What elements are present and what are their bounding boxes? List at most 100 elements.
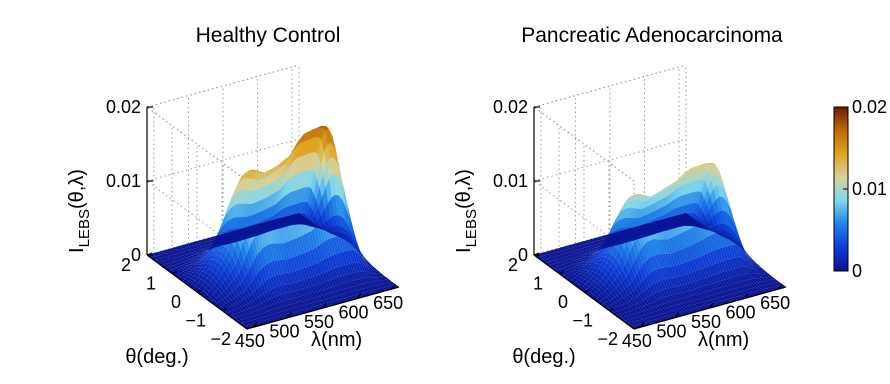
surface-patch (300, 288, 307, 296)
surface-patch (650, 294, 657, 302)
surface-patch (701, 225, 708, 229)
surface-patch (185, 268, 192, 272)
surface-patch (738, 281, 745, 287)
surface-patch (336, 253, 343, 267)
surface-patch (631, 199, 638, 209)
surface-patch (607, 233, 614, 238)
surface-patch (763, 273, 770, 278)
surface-patch (661, 228, 668, 231)
surface-patch (739, 266, 746, 275)
surface-patch (241, 231, 248, 235)
surface-patch (649, 284, 656, 295)
surface-patch (680, 248, 687, 263)
surface-patch (656, 229, 663, 232)
surface-patch (625, 257, 632, 273)
surface-patch (723, 295, 730, 300)
surface-patch (633, 317, 640, 321)
surface-patch (297, 301, 304, 307)
surface-patch (167, 259, 174, 263)
surface-patch (169, 248, 176, 252)
surface-patch (633, 288, 640, 297)
surface-patch (630, 237, 637, 239)
surface-patch (246, 317, 253, 321)
surface-patch (718, 231, 725, 248)
surface-patch (184, 273, 191, 277)
surface-patch (176, 266, 183, 270)
surface-patch (383, 279, 390, 283)
surface-patch (645, 223, 652, 227)
surface-patch (352, 233, 359, 249)
surface-patch (278, 301, 285, 307)
surface-patch (178, 273, 185, 277)
surface-patch (251, 190, 258, 205)
surface-patch (164, 267, 171, 271)
surface-patch (691, 221, 698, 225)
surface-patch (594, 263, 601, 269)
surface-patch (694, 258, 701, 271)
surface-patch (732, 276, 739, 283)
surface-patch (700, 302, 707, 306)
surface-patch (310, 137, 317, 153)
surface-patch (656, 299, 663, 305)
surface-patch (229, 314, 236, 319)
surface-patch (705, 300, 712, 305)
surface-patch (625, 307, 632, 312)
surface-patch (614, 219, 621, 231)
surface-patch (244, 309, 251, 314)
surface-patch (346, 235, 353, 246)
surface-patch (168, 262, 175, 266)
surface-patch (288, 146, 295, 160)
surface-patch (638, 248, 645, 265)
surface-patch (719, 300, 726, 305)
surface-patch (672, 227, 679, 228)
surface-patch (590, 254, 597, 260)
surface-patch (262, 196, 269, 211)
surface-patch (647, 234, 654, 236)
surface-patch (228, 311, 235, 315)
surface-patch (673, 215, 680, 219)
surface-patch (662, 253, 669, 268)
surface-patch (660, 226, 667, 229)
surface-patch (212, 246, 219, 248)
surface-patch (317, 283, 324, 291)
surface-patch (371, 266, 378, 271)
surface-patch (179, 259, 186, 262)
surface-patch (647, 211, 654, 223)
surface-patch (772, 286, 779, 290)
surface-patch (698, 240, 705, 256)
surface-patch (189, 283, 196, 290)
surface-patch (758, 273, 765, 278)
surface-patch (294, 282, 301, 291)
surface-patch (267, 314, 274, 319)
surface-patch (592, 238, 599, 242)
surface-patch (201, 242, 208, 246)
surface-patch (553, 256, 560, 260)
surface-patch (756, 286, 763, 291)
surface-patch (311, 276, 318, 286)
surface-patch (749, 260, 756, 267)
surface-patch (229, 256, 236, 269)
surface-patch (615, 301, 622, 307)
surface-patch (261, 231, 268, 233)
surface-patch (358, 289, 365, 293)
surface-patch (583, 273, 590, 277)
surface-patch (599, 270, 606, 278)
surface-patch (197, 240, 204, 244)
x-tick-mark (640, 321, 645, 328)
surface-patch (632, 238, 639, 257)
surface-patch (642, 224, 649, 228)
surface-patch (298, 133, 305, 145)
surface-patch (681, 262, 688, 275)
surface-patch (251, 228, 258, 232)
surface-patch (188, 266, 195, 270)
surface-patch (704, 253, 711, 267)
surface-patch (179, 276, 186, 282)
surface-patch (170, 251, 177, 255)
surface-patch (553, 263, 560, 267)
surface-patch (652, 255, 659, 270)
surface-patch (352, 262, 359, 273)
surface-patch (703, 291, 710, 297)
surface-patch (581, 279, 588, 284)
surface-patch (674, 305, 681, 310)
